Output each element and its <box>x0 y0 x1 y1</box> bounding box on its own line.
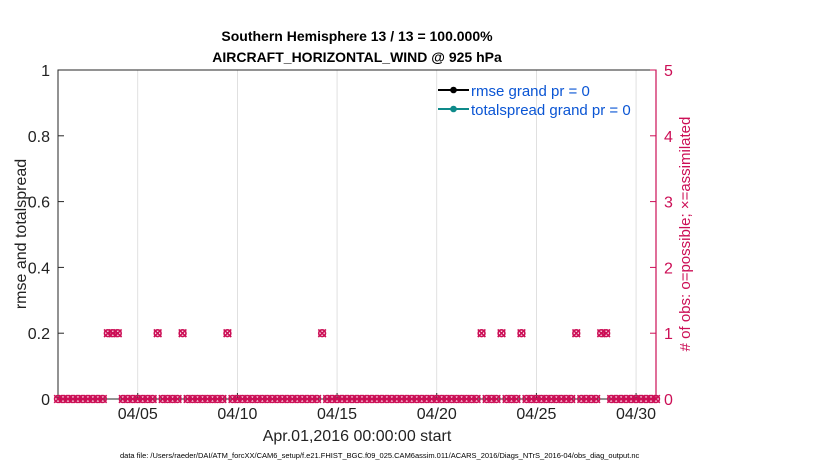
obs-count-marker <box>173 394 182 404</box>
obs-count-marker <box>113 328 123 338</box>
y-tick-label: 0.6 <box>28 195 50 212</box>
right-tick-label: 2 <box>664 260 673 277</box>
obs-count-marker <box>317 328 327 338</box>
x-tick-label: 04/15 <box>317 406 357 423</box>
obs-count-marker <box>651 394 661 404</box>
y-axis-ticks: 0 0.2 0.4 0.6 0.8 1 <box>28 63 64 409</box>
y-tick-label: 0 <box>41 392 50 409</box>
y-tick-label: 0.2 <box>28 326 50 343</box>
obs-count-marker <box>591 394 601 404</box>
x-tick-label: 04/30 <box>616 406 656 423</box>
obs-count-marker <box>148 394 158 404</box>
x-axis-ticks: 04/05 04/10 04/15 04/20 04/25 04/30 <box>118 393 656 423</box>
obs-count-marker <box>497 328 506 338</box>
obs-count-marker <box>98 394 108 404</box>
obs-count-marker <box>601 328 611 338</box>
right-tick-label: 5 <box>664 63 673 80</box>
legend-rmse-label: rmse grand pr = 0 <box>471 83 590 100</box>
legend-totalspread-marker <box>450 105 457 113</box>
obs-count-marker <box>472 394 481 404</box>
obs-count-marker <box>218 394 227 404</box>
right-axis-label: # of obs: o=possible; ×=assimilated <box>677 117 694 352</box>
plot-frame <box>57 69 657 400</box>
right-axis-ticks: 0 1 2 3 4 5 <box>650 63 673 409</box>
obs-count-marker <box>223 328 232 338</box>
x-tick-label: 04/05 <box>118 406 158 423</box>
obs-count-marker <box>517 328 526 338</box>
x-tick-label: 04/20 <box>417 406 457 423</box>
grid <box>137 70 637 399</box>
x-tick-label: 04/10 <box>217 406 257 423</box>
x-axis-label: Apr.01,2016 00:00:00 start <box>263 428 452 445</box>
x-tick-label: 04/25 <box>516 406 556 423</box>
y-axis-label: rmse and totalspread <box>13 159 30 309</box>
right-tick-label: 1 <box>664 326 673 343</box>
right-tick-label: 0 <box>664 392 673 409</box>
obs-count-marker <box>492 394 501 404</box>
right-tick-label: 3 <box>664 195 673 212</box>
obs-count-marker <box>566 394 576 404</box>
obs-count-marker <box>178 328 187 338</box>
chart-subtitle: AIRCRAFT_HORIZONTAL_WIND @ 925 hPa <box>212 49 502 65</box>
y-tick-label: 1 <box>41 63 50 80</box>
legend-rmse-marker <box>450 86 457 94</box>
obs-count-marker <box>153 328 163 338</box>
legend: rmse grand pr = 0 totalspread grand pr =… <box>438 83 631 119</box>
footnote: data file: /Users/raeder/DAI/ATM_forcXX/… <box>120 451 640 460</box>
legend-totalspread-label: totalspread grand pr = 0 <box>471 102 631 119</box>
y-tick-label: 0.4 <box>28 260 50 277</box>
obs-count-marker <box>477 328 486 338</box>
obs-count-marker <box>512 394 521 404</box>
obs-count-series <box>53 328 661 404</box>
chart-title: Southern Hemisphere 13 / 13 = 100.000% <box>221 28 493 44</box>
obs-count-marker <box>312 394 322 404</box>
y-tick-label: 0.8 <box>28 129 50 146</box>
right-tick-label: 4 <box>664 129 673 146</box>
obs-count-marker <box>571 328 581 338</box>
